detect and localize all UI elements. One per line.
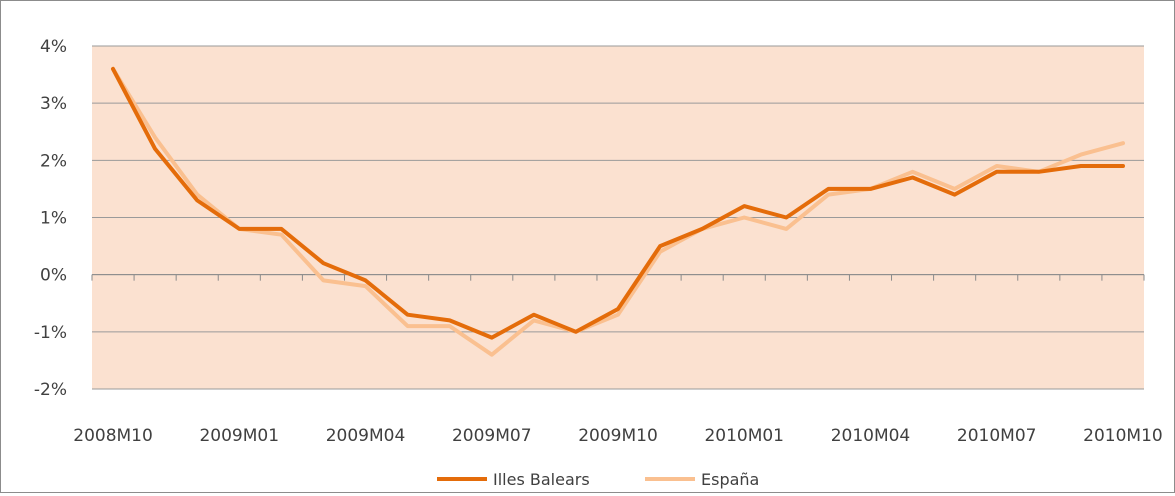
x-tick-label: 2010M07 — [957, 426, 1037, 446]
series-line-espana — [111, 66, 1125, 357]
legend-label: España — [701, 470, 759, 489]
x-tick-label: 2010M04 — [831, 426, 911, 446]
y-tick-label: 4% — [40, 37, 67, 57]
x-tick-label: 2008M10 — [73, 426, 153, 446]
series-lines — [111, 66, 1125, 357]
gridlines — [92, 45, 1144, 390]
series-line-illes-balears — [111, 66, 1125, 340]
legend: Illes Balears España — [437, 470, 759, 489]
x-axis-tick-labels: 2008M10 2009M01 2009M04 2009M07 2009M10 2010M… — [73, 426, 1162, 446]
y-tick-label: -2% — [34, 380, 67, 400]
x-tick-label: 2009M10 — [578, 426, 658, 446]
legend-item-illes-balears: Illes Balears — [437, 470, 590, 489]
x-tick-label: 2009M04 — [326, 426, 406, 446]
y-tick-label: 1% — [40, 209, 67, 229]
legend-item-espana: España — [645, 470, 759, 489]
y-tick-label: 0% — [40, 266, 67, 286]
x-tick-label: 2009M01 — [199, 426, 279, 446]
y-tick-label: -1% — [34, 323, 67, 343]
x-tick-label: 2010M01 — [704, 426, 784, 446]
y-tick-label: 2% — [40, 151, 67, 171]
y-tick-label: 3% — [40, 94, 67, 114]
legend-label: Illes Balears — [493, 470, 590, 489]
x-tick-label: 2009M07 — [452, 426, 532, 446]
x-tick-label: 2010M10 — [1083, 426, 1163, 446]
y-axis-tick-labels: 4% 3% 2% 1% 0% -1% -2% — [34, 37, 67, 400]
